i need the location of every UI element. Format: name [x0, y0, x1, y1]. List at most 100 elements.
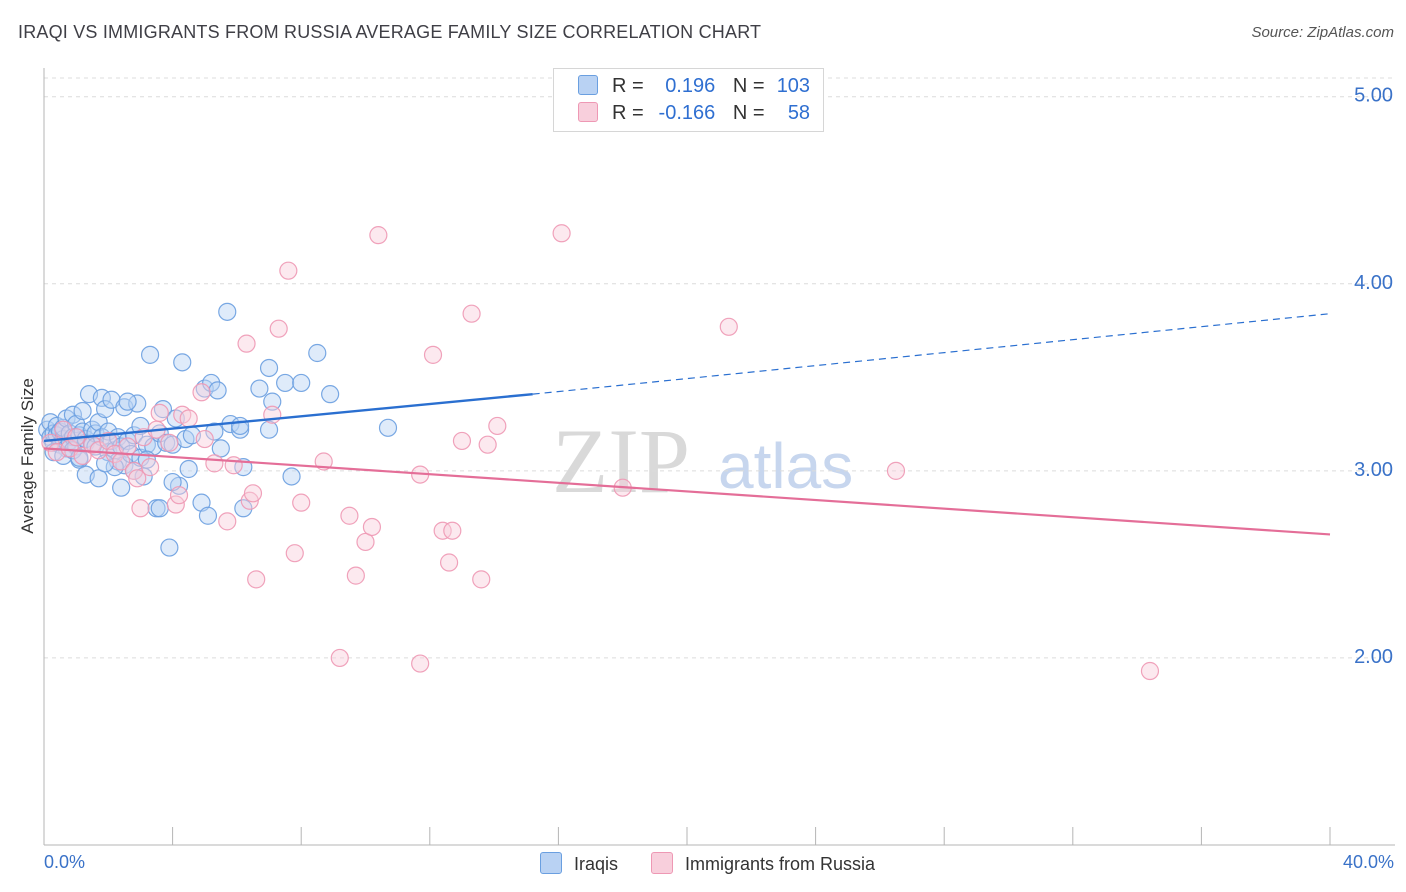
point-russia — [128, 469, 147, 488]
point-iraqis — [292, 373, 311, 393]
y-tick-label: 3.00 — [1354, 459, 1393, 481]
point-iraqis — [70, 448, 89, 467]
point-iraqis — [179, 459, 198, 479]
point-russia — [218, 512, 237, 531]
point-russia — [292, 493, 311, 512]
watermark: ZIP atlas — [552, 410, 853, 512]
point-russia — [552, 224, 571, 243]
legend-swatch-russia — [651, 852, 674, 874]
point-russia — [362, 517, 382, 537]
watermark-zip: ZIP — [552, 410, 690, 512]
point-iraqis — [202, 373, 221, 393]
point-russia — [243, 484, 263, 503]
watermark-atlas: atlas — [718, 430, 853, 502]
point-russia — [439, 553, 459, 572]
point-iraqis — [95, 454, 115, 473]
point-iraqis — [282, 467, 301, 486]
point-iraqis — [308, 343, 327, 363]
point-iraqis — [208, 381, 227, 400]
point-iraqis — [112, 478, 131, 497]
y-tick-label: 4.00 — [1354, 272, 1393, 294]
point-russia — [462, 304, 481, 323]
x-tick-max: 40.0% — [1342, 852, 1394, 872]
legend-swatch-iraqis — [578, 75, 598, 95]
legend-row-russia: R = -0.166 N = 58 — [578, 102, 810, 126]
chart-title: IRAQI VS IMMIGRANTS FROM RUSSIA AVERAGE … — [18, 22, 762, 42]
axes — [43, 68, 1395, 846]
point-iraqis — [173, 353, 192, 372]
legend-swatch-iraqis — [540, 852, 562, 874]
point-iraqis — [259, 358, 279, 378]
point-russia — [224, 456, 243, 475]
point-russia — [269, 319, 288, 338]
point-russia — [340, 506, 359, 525]
legend-item-iraqis[interactable]: Iraqis — [540, 852, 618, 875]
point-iraqis — [378, 418, 398, 437]
legend-item-russia[interactable]: Immigrants from Russia — [651, 852, 875, 875]
point-russia — [160, 433, 179, 452]
grid-lines — [44, 77, 1395, 659]
correlation-legend: R = 0.196 N = 103 R = -0.166 N = 58 — [553, 68, 824, 132]
point-russia — [131, 499, 150, 518]
point-iraqis — [250, 379, 269, 398]
legend-row-iraqis: R = 0.196 N = 103 — [578, 75, 810, 99]
point-iraqis — [321, 385, 340, 404]
point-iraqis — [211, 439, 230, 458]
point-russia — [192, 383, 211, 402]
point-russia — [99, 431, 118, 451]
point-russia — [719, 317, 738, 336]
point-russia — [423, 345, 443, 364]
point-russia — [205, 454, 224, 473]
point-iraqis — [118, 392, 137, 411]
legend-r-value: 0.196 — [665, 75, 716, 97]
point-iraqis — [160, 538, 179, 557]
point-iraqis — [263, 392, 282, 411]
point-iraqis — [163, 472, 182, 492]
trend-line-iraqis — [43, 392, 533, 443]
legend-r-value: -0.166 — [658, 102, 716, 124]
legend-label-iraqis: Iraqis — [574, 854, 619, 874]
point-russia — [118, 437, 137, 456]
legend-label-russia: Immigrants from Russia — [685, 854, 876, 874]
y-tick-labels: 2.00 3.00 4.00 5.00 — [1354, 85, 1393, 668]
point-russia — [452, 431, 472, 451]
point-iraqis — [276, 373, 295, 393]
point-iraqis — [89, 413, 108, 432]
point-iraqis — [192, 493, 211, 512]
point-russia — [488, 416, 507, 436]
point-russia — [411, 654, 430, 673]
point-iraqis — [234, 499, 253, 518]
trend-lines — [43, 313, 1331, 536]
point-russia — [369, 226, 388, 245]
point-iraqis — [73, 401, 92, 421]
point-russia — [443, 521, 462, 540]
point-iraqis — [205, 422, 224, 441]
point-iraqis — [231, 416, 250, 436]
point-iraqis — [95, 400, 115, 419]
point-russia — [478, 435, 497, 454]
point-iraqis — [259, 420, 279, 439]
point-russia — [150, 403, 169, 422]
point-russia — [279, 261, 298, 280]
point-iraqis — [89, 469, 108, 488]
point-russia — [140, 458, 160, 477]
point-iraqis — [140, 345, 160, 364]
legend-n-label: N = — [732, 102, 765, 124]
point-russia — [330, 648, 349, 668]
point-russia — [285, 544, 304, 563]
legend-r-label: R = — [612, 75, 644, 97]
y-tick-label: 5.00 — [1354, 85, 1393, 107]
x-tick-min: 0.0% — [44, 852, 86, 872]
point-russia — [886, 461, 906, 480]
legend-swatch-russia — [578, 102, 598, 122]
point-russia — [169, 486, 189, 505]
legend-n-value: 58 — [787, 102, 811, 124]
point-russia — [247, 570, 266, 589]
legend-n-value: 103 — [776, 75, 811, 97]
series-russia — [41, 224, 1160, 681]
trend-line-iraqis-projection — [532, 313, 1331, 395]
trend-line-russia — [43, 447, 1331, 536]
point-russia — [433, 521, 452, 540]
point-russia — [41, 433, 60, 452]
